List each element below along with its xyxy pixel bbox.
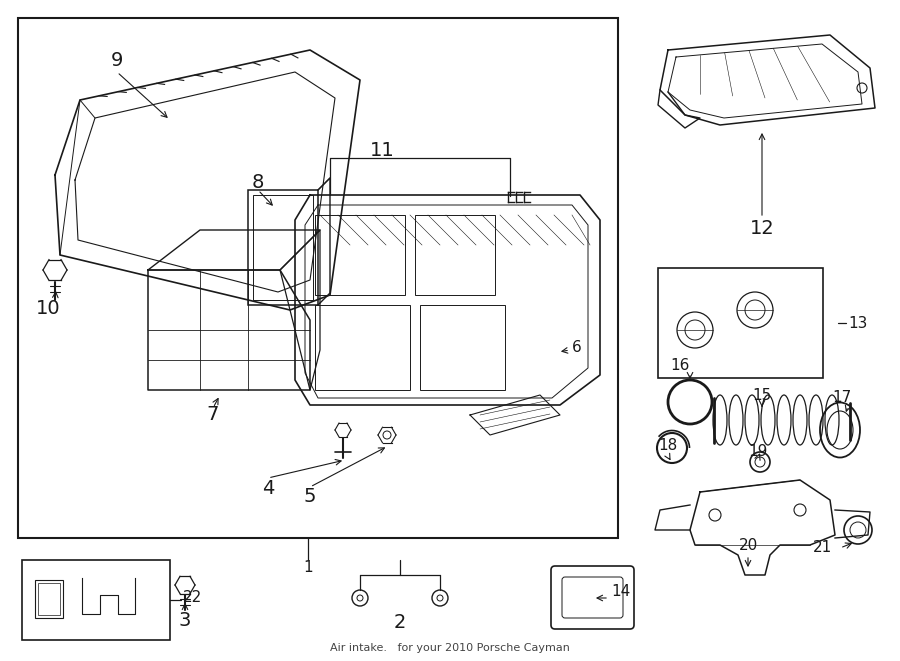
Bar: [22, 560, 170, 640]
Bar: [415, 215, 495, 295]
Bar: [253, 195, 313, 300]
Text: 4: 4: [262, 479, 274, 498]
Text: 1: 1: [303, 561, 313, 576]
Text: 19: 19: [748, 444, 768, 459]
Text: 15: 15: [752, 387, 771, 403]
Bar: [38, 583, 60, 615]
Text: 9: 9: [111, 50, 123, 69]
Text: 16: 16: [670, 358, 689, 373]
Bar: [18, 18, 618, 538]
Text: 11: 11: [370, 141, 394, 159]
Text: 2: 2: [394, 613, 406, 631]
Text: 3: 3: [179, 611, 191, 629]
Bar: [315, 215, 405, 295]
Text: 6: 6: [572, 340, 581, 356]
Text: 20: 20: [738, 537, 758, 553]
Text: 21: 21: [813, 541, 832, 555]
Text: 18: 18: [659, 438, 678, 453]
Text: 17: 17: [832, 391, 851, 405]
Bar: [35, 580, 63, 618]
Text: 14: 14: [611, 584, 630, 600]
Text: 7: 7: [207, 405, 220, 424]
Bar: [658, 268, 823, 378]
Bar: [315, 305, 410, 390]
Bar: [248, 190, 318, 305]
Bar: [420, 305, 505, 390]
Text: Air intake.   for your 2010 Porsche Cayman: Air intake. for your 2010 Porsche Cayman: [330, 643, 570, 653]
Text: 10: 10: [36, 299, 60, 317]
Text: 5: 5: [304, 488, 316, 506]
Text: 13: 13: [848, 315, 868, 330]
Text: 12: 12: [750, 219, 774, 237]
Text: 8: 8: [252, 173, 265, 192]
Text: 22: 22: [183, 590, 202, 605]
